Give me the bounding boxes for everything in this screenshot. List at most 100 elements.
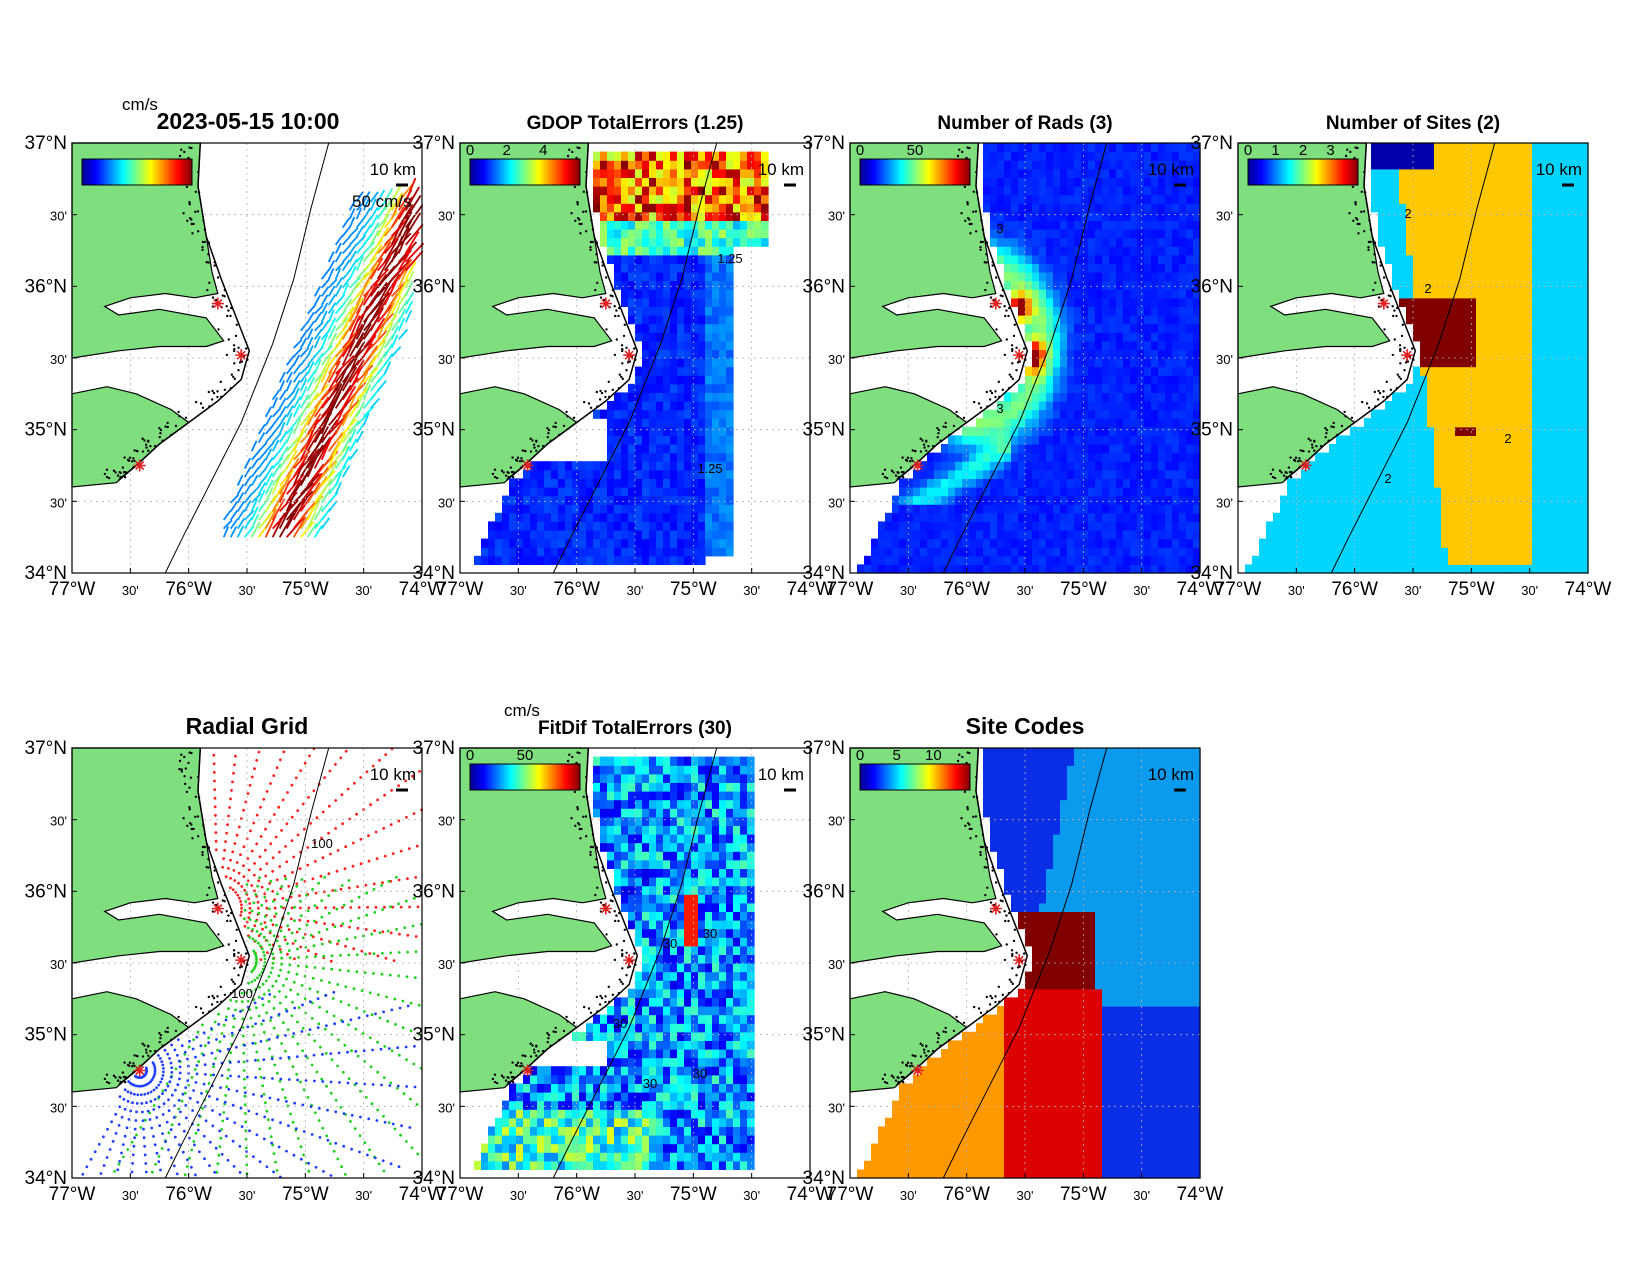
lon-tick-label: 76°W	[943, 579, 990, 600]
lat-tick-label: 37°N	[803, 133, 845, 154]
lat-tick-label: 30'	[438, 814, 455, 829]
lon-tick-label: 76°W	[165, 579, 212, 600]
contour-label: 30	[613, 1016, 627, 1031]
lon-tick-label: 77°W	[1215, 579, 1262, 600]
timestamp-title: 2023-05-15 10:00	[157, 108, 340, 134]
panel-title: Site Codes	[966, 713, 1085, 739]
lat-tick-label: 30'	[828, 1100, 845, 1115]
lat-tick-label: 35°N	[803, 1025, 845, 1046]
panel-title: Number of Rads (3)	[937, 113, 1112, 134]
lon-tick-label: 30'	[1133, 1188, 1150, 1203]
lat-tick-label: 36°N	[413, 276, 455, 297]
lat-tick-label: 35°N	[413, 1025, 455, 1046]
colorbar-tick-label: 10	[925, 747, 942, 764]
lon-tick-label: 76°W	[1331, 579, 1378, 600]
colorbar-tick-label: 50	[907, 142, 924, 159]
lon-tick-label: 30'	[510, 583, 527, 598]
lon-tick-label: 30'	[1017, 583, 1034, 598]
lat-tick-label: 30'	[438, 957, 455, 972]
lat-tick-label: 36°N	[1191, 276, 1233, 297]
lon-tick-label: 30'	[239, 1188, 256, 1203]
lat-tick-label: 37°N	[413, 133, 455, 154]
lon-tick-label: 30'	[627, 1188, 644, 1203]
lon-tick-label: 75°W	[670, 1184, 717, 1205]
colorbar-tick-label: 1	[1271, 142, 1279, 159]
colorbar-tick-label: 5	[892, 747, 900, 764]
lon-tick-label: 30'	[1017, 1188, 1034, 1203]
lon-tick-label: 76°W	[165, 1184, 212, 1205]
lon-tick-label: 30'	[900, 1188, 917, 1203]
lat-tick-label: 36°N	[413, 881, 455, 902]
contour-label: 30	[663, 936, 677, 951]
lat-tick-label: 30'	[438, 352, 455, 367]
colorbar-tick-label: 0	[466, 747, 474, 764]
lat-tick-label: 30'	[1216, 495, 1233, 510]
lat-tick-label: 30'	[828, 814, 845, 829]
colorbar-tick-label: 2	[502, 142, 510, 159]
colorbar-tick-label: 0	[856, 142, 864, 159]
lon-tick-label: 74°W	[1177, 1184, 1224, 1205]
lon-tick-label: 75°W	[1448, 579, 1495, 600]
lat-tick-label: 30'	[1216, 209, 1233, 224]
lon-tick-label: 76°W	[553, 1184, 600, 1205]
lat-tick-label: 30'	[828, 957, 845, 972]
lat-tick-label: 36°N	[803, 881, 845, 902]
colorbar-tick-label: 0	[856, 747, 864, 764]
contour-label: 2	[1504, 431, 1511, 446]
lat-tick-label: 35°N	[413, 420, 455, 441]
lat-tick-label: 30'	[50, 495, 67, 510]
lat-tick-label: 37°N	[1191, 133, 1233, 154]
contour-label: 30	[693, 1066, 707, 1081]
scale-bar-label: 10 km	[758, 160, 804, 179]
lon-tick-label: 30'	[510, 1188, 527, 1203]
lon-tick-label: 75°W	[670, 579, 717, 600]
unit-label-fitdif: cm/s	[504, 701, 540, 720]
lon-tick-label: 30'	[355, 1188, 372, 1203]
contour-label: 1.25	[717, 251, 742, 266]
lon-tick-label: 77°W	[437, 579, 484, 600]
colorbar-tick-label: 0	[1244, 142, 1252, 159]
contour-label: 30	[643, 1076, 657, 1091]
lat-tick-label: 30'	[828, 352, 845, 367]
lon-tick-label: 75°W	[282, 579, 329, 600]
lon-tick-label: 77°W	[437, 1184, 484, 1205]
lon-tick-label: 74°W	[1565, 579, 1612, 600]
lat-tick-label: 30'	[1216, 352, 1233, 367]
lat-tick-label: 30'	[438, 209, 455, 224]
panel-title: FitDif TotalErrors (30)	[538, 718, 732, 739]
scale-bar-label: 10 km	[370, 160, 416, 179]
colorbar	[82, 159, 192, 185]
lat-tick-label: 30'	[438, 495, 455, 510]
lat-tick-label: 36°N	[803, 276, 845, 297]
lat-tick-label: 30'	[50, 1100, 67, 1115]
vector-scale-label: 50 cm/s	[352, 192, 412, 211]
lon-tick-label: 77°W	[49, 1184, 96, 1205]
contour-label: 2	[1404, 206, 1411, 221]
contour-label: 3	[996, 401, 1003, 416]
scale-bar-label: 10 km	[370, 765, 416, 784]
scale-bar-label: 10 km	[758, 765, 804, 784]
lon-tick-label: 77°W	[49, 579, 96, 600]
lat-tick-label: 37°N	[25, 738, 67, 759]
colorbar-tick-label: 3	[1326, 142, 1334, 159]
colorbar-tick-label: 0	[466, 142, 474, 159]
lat-tick-label: 30'	[50, 957, 67, 972]
lat-tick-label: 30'	[828, 495, 845, 510]
contour-label: 30	[703, 926, 717, 941]
lat-tick-label: 36°N	[25, 881, 67, 902]
lat-tick-label: 30'	[50, 209, 67, 224]
lon-tick-label: 30'	[122, 583, 139, 598]
contour-label: 1.25	[697, 461, 722, 476]
colorbar-tick-label: 50	[517, 747, 534, 764]
lon-tick-label: 77°W	[827, 579, 874, 600]
lon-tick-label: 30'	[239, 583, 256, 598]
lon-tick-label: 30'	[122, 1188, 139, 1203]
lon-tick-label: 30'	[743, 1188, 760, 1203]
scale-bar-label: 10 km	[1536, 160, 1582, 179]
contour-label: 2	[1384, 471, 1391, 486]
